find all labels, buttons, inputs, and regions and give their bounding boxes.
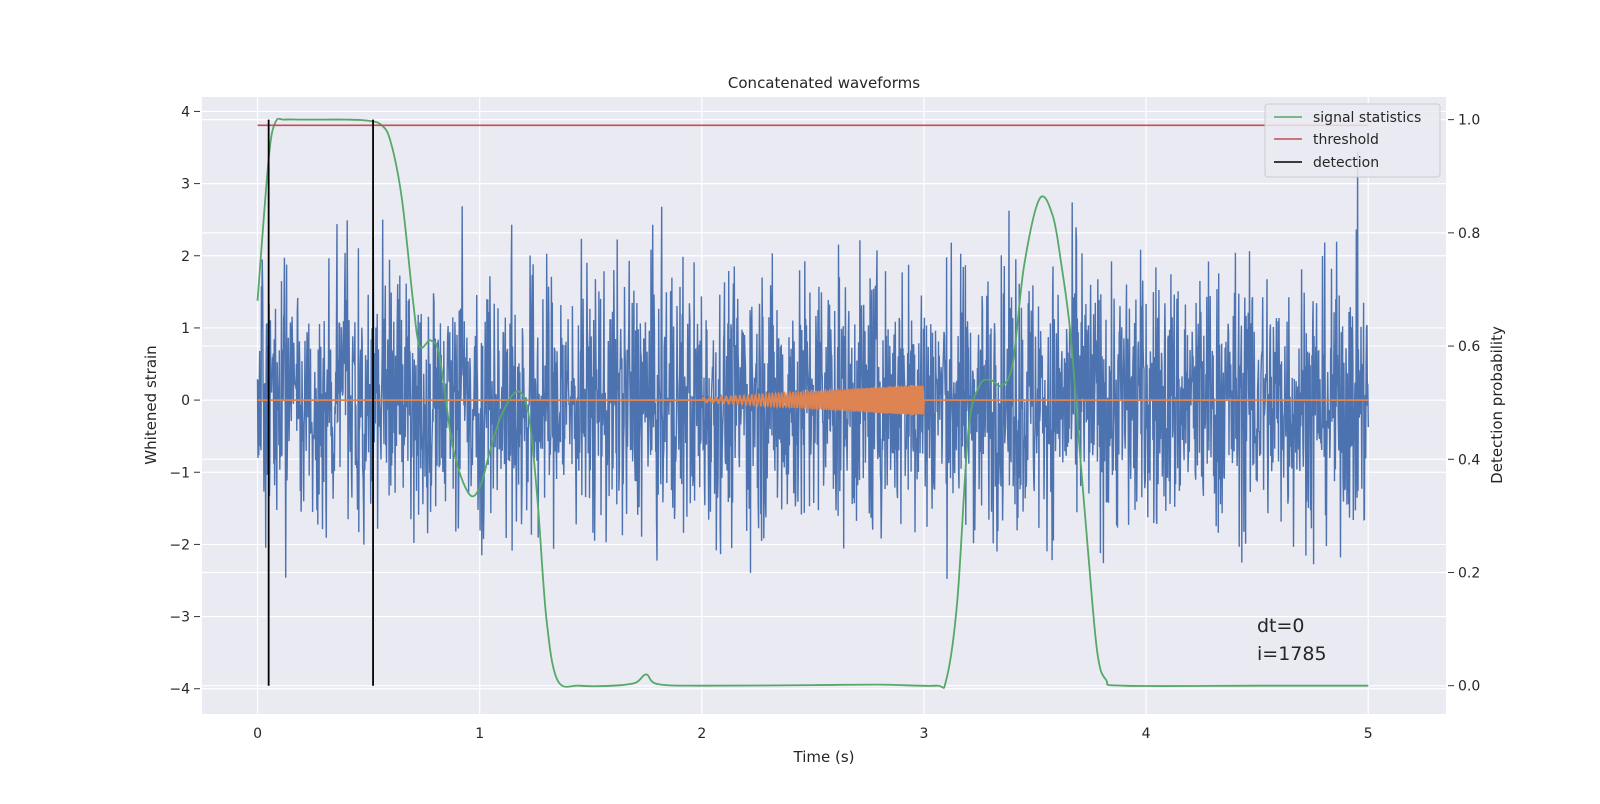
strain-series <box>256 151 1369 579</box>
legend-label-signal-statistics: signal statistics <box>1313 110 1421 126</box>
y-tick-label: 3 <box>181 177 190 193</box>
y-right-tick-label: 0.4 <box>1458 452 1480 468</box>
legend: signal statistics threshold detection <box>1264 103 1441 178</box>
y-right-tick-label: 0.8 <box>1458 226 1480 242</box>
x-tick-label: 5 <box>1364 726 1373 742</box>
y-tick-label: 0 <box>181 393 190 409</box>
template-chirp <box>701 384 925 417</box>
x-axis-label: Time (s) <box>793 748 855 766</box>
annotation-dt: dt=0 <box>1257 615 1305 637</box>
y-axis-label: Whitened strain <box>142 345 160 464</box>
y-tick-label: 4 <box>181 104 190 120</box>
y-right-tick-label: 1.0 <box>1458 113 1480 129</box>
x-tick-label: 2 <box>697 726 706 742</box>
y-right-tick-label: 0.2 <box>1458 565 1480 581</box>
x-tick-label: 3 <box>920 726 929 742</box>
chart-title: Concatenated waveforms <box>728 74 920 92</box>
y-tick-label: −3 <box>169 610 190 626</box>
x-tick-label: 4 <box>1142 726 1151 742</box>
y-tick-label: −2 <box>169 537 190 553</box>
y-right-tick-label: 0.0 <box>1458 679 1480 695</box>
x-tick-label: 0 <box>253 726 262 742</box>
legend-frame <box>1264 103 1441 178</box>
x-tick-label: 1 <box>475 726 484 742</box>
signal-statistics-line <box>256 117 1369 689</box>
detection-series <box>267 119 374 686</box>
y-right-axis-label: Detection probability <box>1488 326 1506 484</box>
y-tick-label: −4 <box>169 682 190 698</box>
legend-label-threshold: threshold <box>1313 132 1379 148</box>
y-right-tick-label: 0.6 <box>1458 339 1480 355</box>
y-tick-label: −1 <box>169 465 190 481</box>
legend-label-detection: detection <box>1313 155 1379 171</box>
signal-statistics-series <box>256 117 1369 689</box>
annotation-index: i=1785 <box>1257 643 1327 665</box>
y-tick-label: 2 <box>181 249 190 265</box>
y-tick-label: 1 <box>181 321 190 337</box>
template-series <box>257 384 1369 417</box>
axis-ticks: 0 1 2 3 4 5 −4 −3 −2 −1 0 1 2 3 4 0.0 0.2 0.4 0.6 0.8 1.0 <box>169 104 1480 742</box>
strain-line <box>256 151 1369 579</box>
